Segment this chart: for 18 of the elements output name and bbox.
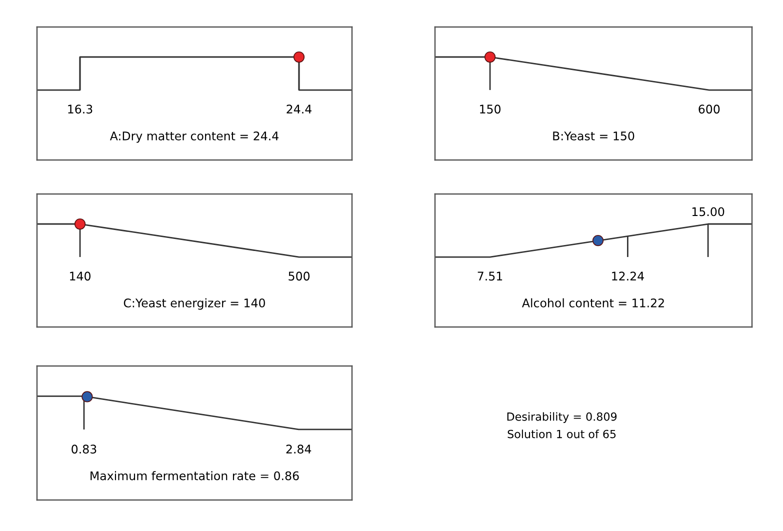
x-axis-title: Maximum fermentation rate = 0.86 xyxy=(90,471,299,480)
annotation: 15.00 xyxy=(692,207,724,216)
x-tick-label: 600 xyxy=(698,104,720,114)
x-tick-label: 0.83 xyxy=(72,444,96,454)
x-tick-label: 24.4 xyxy=(286,104,312,114)
x-tick-label: 2.84 xyxy=(286,444,312,454)
x-tick-label: 12.24 xyxy=(612,272,644,280)
x-axis-title: C:Yeast energizer = 140 xyxy=(124,298,265,310)
text: Solution 1 out of 65 xyxy=(508,430,616,438)
x-tick-label: 7.51 xyxy=(478,272,502,281)
x-tick-label: 150 xyxy=(480,104,501,114)
text: Desirability = 0.809 xyxy=(507,412,617,423)
x-tick-label: 500 xyxy=(288,272,310,281)
x-axis-title: Alcohol content = 11.22 xyxy=(522,298,664,308)
x-tick-label: 16.3 xyxy=(68,104,92,114)
x-axis-title: B:Yeast = 150 xyxy=(553,131,634,140)
x-tick-label: 140 xyxy=(70,272,90,281)
x-axis-title: A:Dry matter content = 24.4 xyxy=(110,131,278,143)
